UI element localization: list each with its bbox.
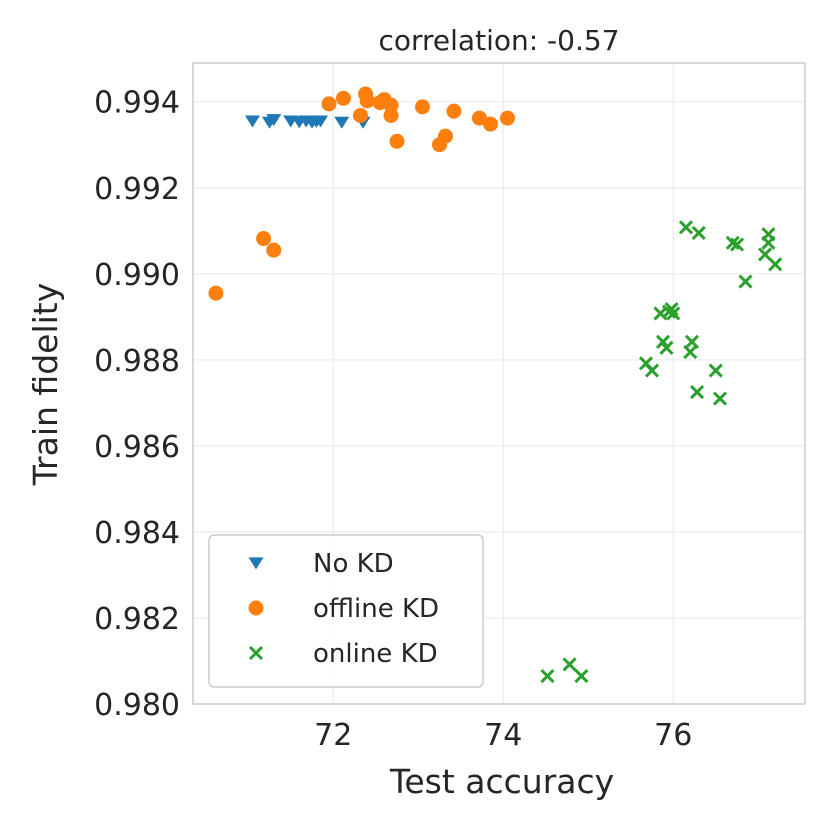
chart-title: correlation: -0.57 (378, 24, 619, 57)
y-tick-label: 0.980 (94, 688, 180, 723)
offline-kd-point (383, 97, 399, 113)
online-kd-point (666, 306, 681, 321)
offline-kd-point (383, 107, 399, 123)
x-tick-label: 72 (314, 718, 352, 753)
legend-marker-online-kd (248, 645, 264, 661)
offline-kd-point (500, 110, 515, 126)
online-kd-point (683, 345, 698, 360)
online-kd-point (768, 257, 783, 272)
offline-kd-point (256, 231, 272, 247)
online-kd-point (689, 385, 705, 400)
offline-kd-point (389, 133, 405, 149)
y-tick-label: 0.986 (94, 430, 180, 465)
online-kd-point (644, 363, 660, 378)
no-kd-point (313, 115, 328, 128)
online-kd-point (659, 340, 674, 355)
online-kd-point (574, 668, 589, 684)
y-tick-label: 0.982 (94, 602, 180, 637)
y-tick-label: 0.984 (94, 516, 180, 551)
offline-kd-point (352, 107, 368, 123)
legend: No KD offline KD online KD (208, 534, 484, 688)
y-tick-label: 0.992 (94, 172, 180, 207)
offline-kd-point (208, 285, 224, 301)
offline-kd-point (446, 103, 462, 119)
y-axis-label: Train fidelity (26, 283, 65, 487)
online-kd-point (562, 657, 577, 672)
online-kd-point (678, 220, 694, 235)
offline-kd-point (266, 242, 282, 258)
online-kd-point (684, 334, 700, 349)
y-tick-label: 0.990 (94, 258, 180, 293)
legend-box (208, 534, 484, 688)
x-tick-labels: 72 74 76 (314, 718, 692, 753)
y-tick-label: 0.988 (94, 344, 180, 379)
offline-kd-point (471, 110, 487, 126)
legend-label-online-kd: online KD (313, 639, 438, 669)
plot-area-frame (192, 62, 806, 705)
offline-kd-point (359, 93, 375, 109)
offline-kd-point (335, 90, 351, 106)
no-kd-point (245, 115, 260, 128)
grid-lines (193, 63, 805, 705)
offline-kd-point (437, 128, 453, 144)
y-tick-label: 0.994 (94, 86, 180, 121)
x-tick-label: 76 (654, 718, 692, 753)
online-kd-point (691, 225, 706, 240)
online-kd-point (757, 247, 773, 262)
offline-kd-point (415, 99, 430, 115)
no-kd-point (266, 114, 282, 127)
online-kd-point (708, 363, 723, 378)
legend-label-offline-kd: offline KD (313, 594, 439, 624)
legend-marker-no-kd (248, 557, 264, 570)
x-axis-label: Test accuracy (389, 762, 614, 801)
offline-kd-point (483, 116, 498, 132)
legend-marker-offline-kd (248, 600, 264, 616)
online-kd-point (729, 237, 745, 252)
online-kd-point (712, 391, 728, 406)
x-tick-label: 74 (484, 718, 522, 753)
data-points (208, 86, 783, 684)
legend-label-no-kd: No KD (313, 549, 394, 579)
online-kd-point (540, 668, 555, 684)
online-kd-point (738, 274, 753, 289)
y-tick-labels: 0.980 0.982 0.984 0.986 0.988 0.990 0.992 0.994 (94, 86, 180, 723)
no-kd-point (334, 116, 350, 129)
offline-kd-point (321, 96, 337, 112)
online-kd-point (761, 235, 776, 250)
